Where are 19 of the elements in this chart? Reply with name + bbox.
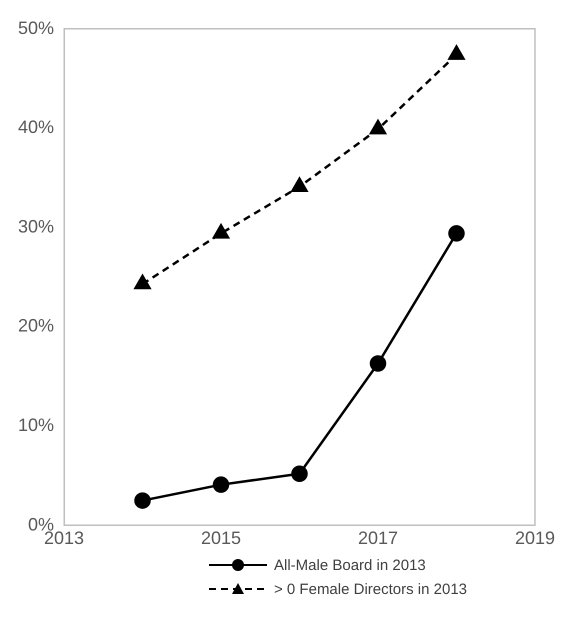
x-tick-label: 2015 [200, 528, 242, 548]
y-tick-label: 10% [18, 415, 54, 436]
y-tick-label: 20% [18, 316, 54, 336]
legend-label: All-Male Board in 2013 [274, 556, 426, 574]
y-tick-label: 30% [18, 216, 54, 236]
y-tick-label: 40% [18, 117, 54, 138]
point [291, 177, 308, 192]
point [448, 45, 465, 60]
point [291, 466, 308, 482]
x-tick-label: 2019 [514, 528, 555, 548]
point [370, 120, 386, 134]
y-tick-label: 50% [18, 18, 54, 38]
legend-label: > 0 Female Directors in 2013 [274, 580, 468, 598]
point [134, 492, 151, 509]
point [370, 355, 386, 372]
x-tick-label: 2017 [358, 528, 398, 548]
point [212, 476, 230, 493]
point [212, 224, 230, 239]
point [134, 274, 151, 290]
